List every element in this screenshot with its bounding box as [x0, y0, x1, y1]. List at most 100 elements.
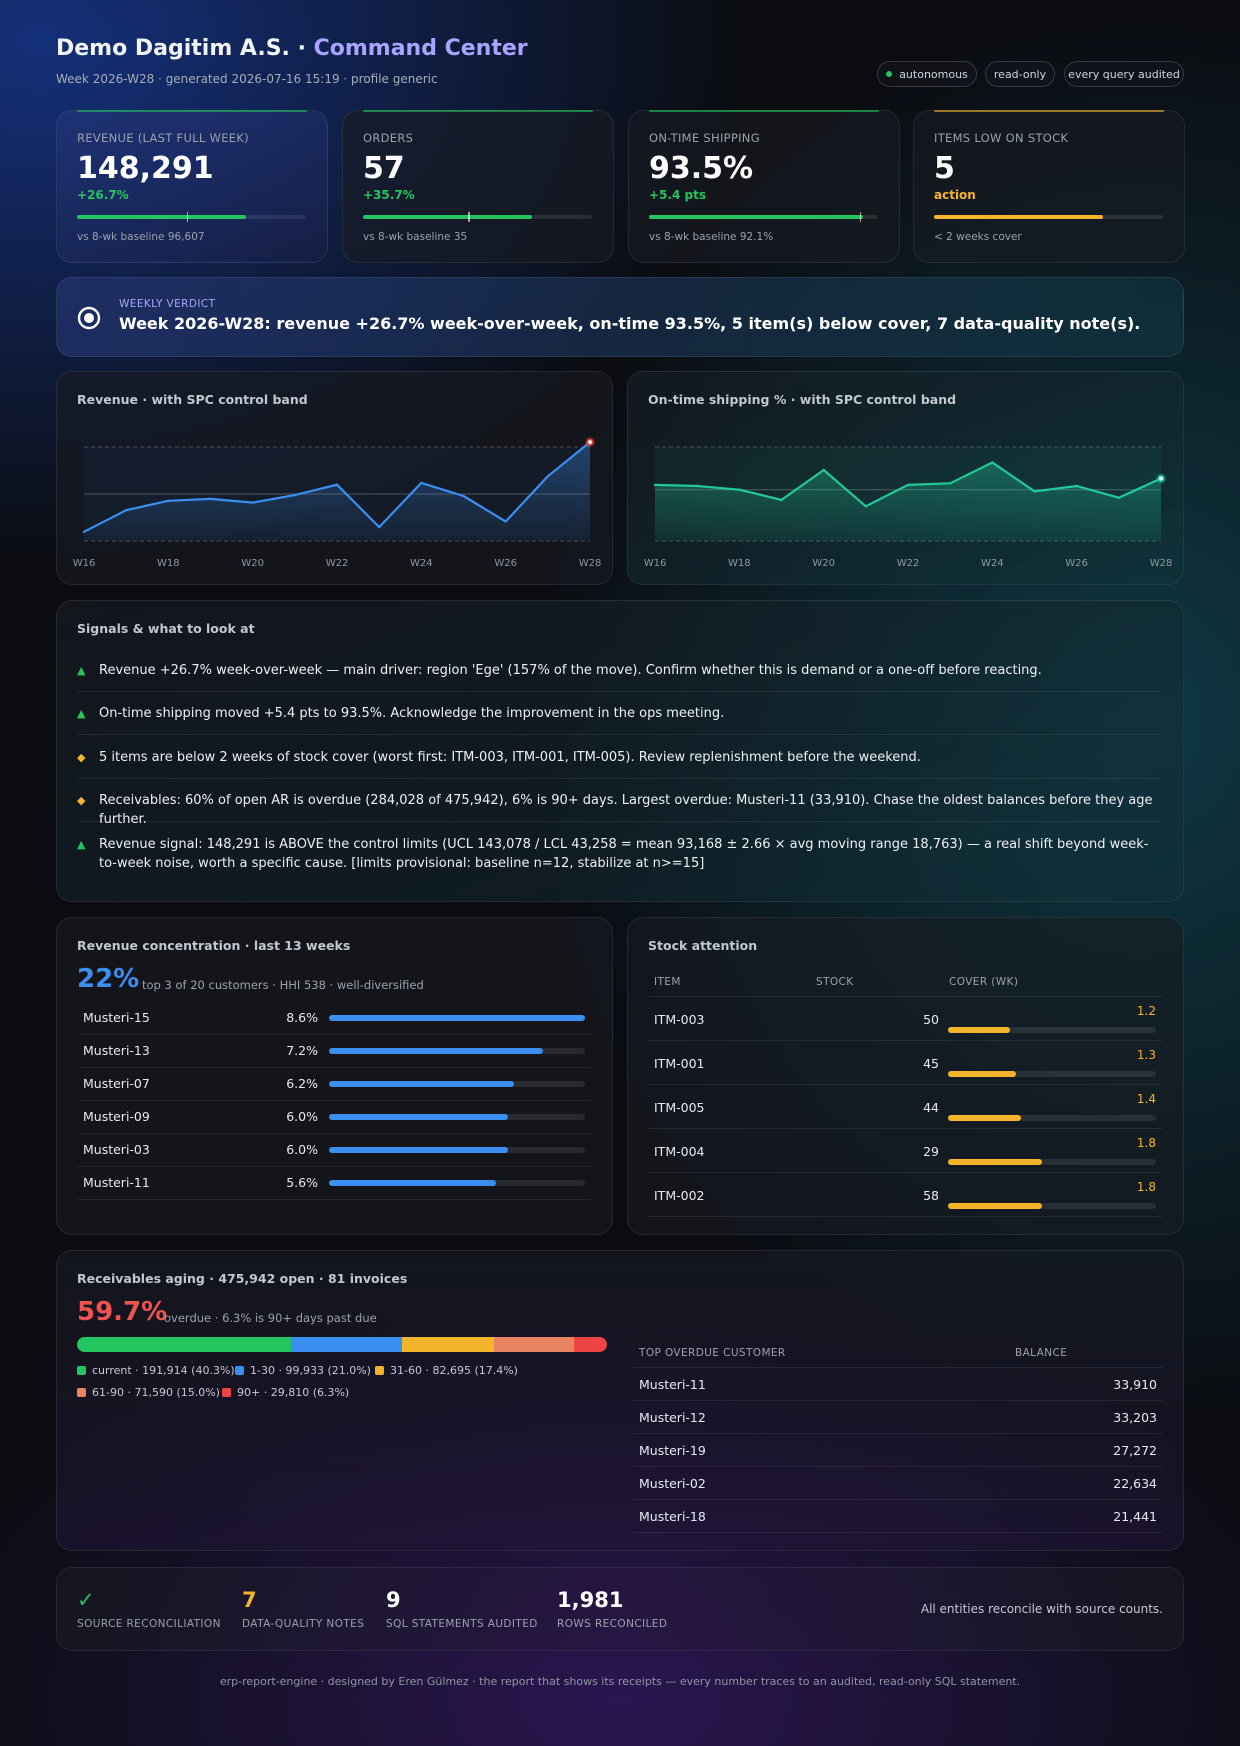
- divider: [77, 821, 1161, 822]
- share-bar: [329, 1147, 585, 1153]
- autonomous-pill: autonomous: [877, 61, 977, 87]
- share-bar-fill: [329, 1114, 508, 1120]
- data-point: [991, 461, 994, 464]
- data-point: [462, 494, 465, 498]
- data-point: [335, 483, 339, 486]
- item-code: ITM-003: [654, 1012, 705, 1027]
- kpi-accent-line: [77, 110, 307, 112]
- receivables-title: Receivables aging · 475,942 open · 81 in…: [77, 1271, 408, 1286]
- data-point: [293, 493, 297, 497]
- x-tick-label: W18: [157, 558, 180, 569]
- stat-data-quality: 7 Data-quality notes: [242, 1588, 365, 1630]
- signal-item: ▲ Revenue signal: 148,291 is ABOVE the co…: [77, 837, 1149, 871]
- customer-share: 8.6%: [286, 1010, 318, 1025]
- on-time-chart-card: On-time shipping % · with SPC control ba…: [627, 371, 1184, 585]
- overdue-row: Musteri-11 33,910: [633, 1368, 1163, 1401]
- series-area: [655, 462, 1161, 541]
- aging-segment: [290, 1337, 402, 1352]
- kpi-value: 148,291: [77, 151, 214, 186]
- kpi-progress-bar: [934, 215, 1163, 219]
- kpi-progress-fill: [649, 215, 864, 219]
- overdue-share: 59.7%: [77, 1297, 168, 1327]
- customer-name: Musteri-09: [83, 1109, 150, 1124]
- concentration-note: top 3 of 20 customers · HHI 538 · well-d…: [142, 978, 424, 992]
- stock-row: ITM-002 58 1.8: [648, 1173, 1162, 1217]
- overdue-table: Top overdue customer Balance Musteri-11 3…: [629, 1251, 1169, 1551]
- share-bar-fill: [329, 1180, 496, 1186]
- customer-share: 6.0%: [286, 1109, 318, 1124]
- overdue-row: Musteri-02 22,634: [633, 1467, 1163, 1500]
- warning-diamond-icon: ◆: [77, 794, 86, 807]
- concentration-title: Revenue concentration · last 13 weeks: [77, 938, 351, 953]
- divider: [77, 778, 1161, 779]
- weekly-verdict-banner: Weekly verdict Week 2026-W28: revenue +2…: [56, 277, 1184, 357]
- x-tick-label: W20: [812, 558, 835, 569]
- kpi-baseline-marker: [859, 212, 862, 222]
- x-tick-label: W22: [326, 558, 349, 569]
- x-tick-label: W26: [494, 558, 517, 569]
- kpi-baseline: vs 8-wk baseline 96,607: [77, 231, 205, 243]
- data-point: [209, 497, 212, 501]
- stock-row: ITM-003 50 1.2: [648, 997, 1162, 1041]
- read-only-pill: read-only: [985, 61, 1055, 87]
- audited-pill: every query audited: [1064, 61, 1184, 87]
- data-point: [653, 483, 657, 487]
- reconciliation-footer: ✓ Source reconciliation 7 Data-quality not…: [56, 1567, 1184, 1651]
- revenue-concentration-card: Revenue concentration · last 13 weeks 22…: [56, 917, 613, 1235]
- cover-bar-fill: [948, 1159, 1042, 1165]
- kpi-value: 93.5%: [649, 151, 754, 186]
- aging-segment: [401, 1337, 495, 1352]
- legend-swatch: [235, 1366, 244, 1375]
- kpi-label: Orders: [363, 131, 414, 145]
- divider: [77, 691, 1161, 692]
- cover-bar-fill: [948, 1203, 1042, 1209]
- legend-swatch: [77, 1366, 86, 1375]
- x-tick-label: W18: [728, 558, 751, 569]
- on-time-chart: W16 W18 W20 W22 W24 W26 W28: [644, 446, 1172, 569]
- overdue-note: overdue · 6.3% is 90+ days past due: [164, 1311, 377, 1325]
- target-icon: [77, 306, 101, 330]
- concentration-share: 22%: [77, 964, 140, 994]
- aging-segment: [77, 1337, 291, 1352]
- x-tick-label: W20: [241, 558, 264, 569]
- customer-row: Musteri-11 5.6%: [77, 1167, 591, 1200]
- item-cover: 1.4: [1136, 1092, 1156, 1106]
- cover-bar: [948, 1159, 1156, 1165]
- title-accent: Command Center: [313, 36, 528, 61]
- kpi-card-low-stock: Items low on stock 5 action < 2 weeks co…: [913, 110, 1185, 263]
- stock-row: ITM-005 44 1.4: [648, 1085, 1162, 1129]
- kpi-baseline-marker: [186, 212, 189, 222]
- item-cover: 1.8: [1136, 1180, 1156, 1194]
- x-tick-label: W26: [1065, 558, 1088, 569]
- data-point: [251, 501, 254, 504]
- customer-row: Musteri-09 6.0%: [77, 1101, 591, 1134]
- data-point: [1033, 490, 1036, 493]
- customer-name: Musteri-02: [639, 1476, 706, 1491]
- divider: [633, 1367, 1163, 1368]
- kpi-card-revenue: Revenue (last full week) 148,291 +26.7% …: [56, 110, 328, 263]
- share-bar-fill: [329, 1081, 514, 1087]
- page-title: Demo Dagitim A.S. · Command Center: [56, 36, 528, 61]
- kpi-baseline: vs 8-wk baseline 35: [363, 231, 468, 243]
- legend-90-plus: 90+ · 29,810 (6.3%): [222, 1386, 349, 1399]
- cover-bar: [948, 1203, 1156, 1209]
- kpi-value: 5: [934, 151, 955, 186]
- verdict-text: Week 2026-W28: revenue +26.7% week-over-…: [119, 314, 1141, 333]
- last-point: [586, 438, 594, 446]
- data-point: [1075, 484, 1078, 488]
- customer-name: Musteri-19: [639, 1443, 706, 1458]
- revenue-chart: W16 W18 W20 W22 W24 W26 W28: [73, 437, 601, 569]
- kpi-label: Revenue (last full week): [77, 131, 249, 145]
- footer-credit: erp-report-engine · designed by Eren Gül…: [219, 1675, 1021, 1688]
- data-point: [948, 482, 952, 485]
- customer-row: Musteri-13 7.2%: [77, 1035, 591, 1068]
- aging-stacked-bar: [77, 1337, 607, 1352]
- customer-name: Musteri-12: [639, 1410, 706, 1425]
- customer-name: Musteri-15: [83, 1010, 150, 1025]
- kpi-delta: +5.4 pts: [649, 188, 706, 202]
- signal-item: ▲ Revenue +26.7% week-over-week — main dr…: [77, 663, 1042, 678]
- data-point: [906, 483, 910, 487]
- customer-balance: 27,272: [1113, 1443, 1157, 1458]
- cover-bar: [948, 1071, 1156, 1077]
- stat-rows-reconciled: 1,981 Rows reconciled: [557, 1588, 668, 1630]
